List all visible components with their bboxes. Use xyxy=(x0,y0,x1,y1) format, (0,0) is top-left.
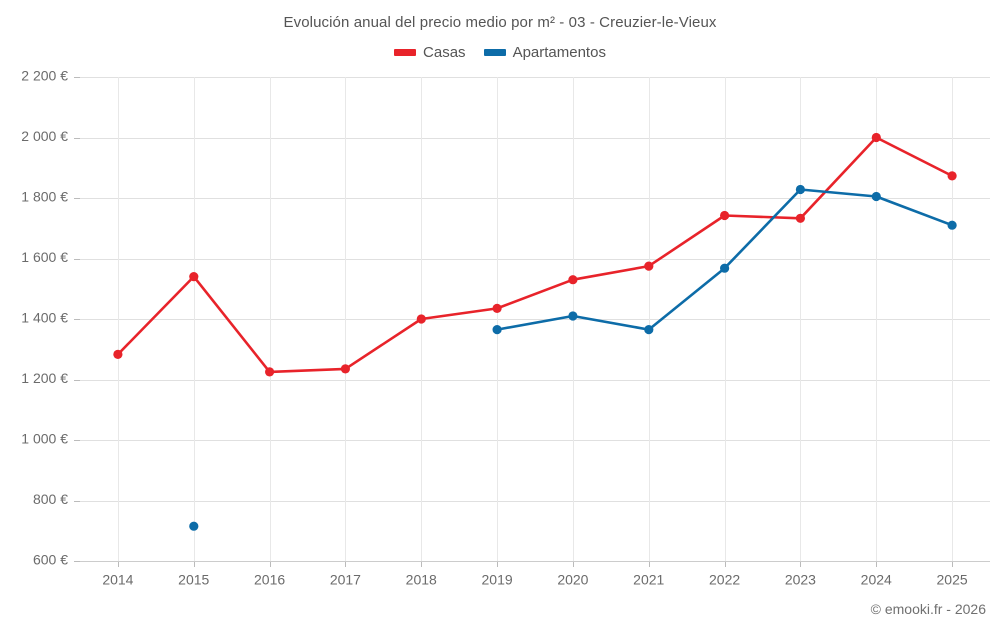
y-tick-label: 1 400 € xyxy=(21,310,68,326)
data-point[interactable] xyxy=(871,132,881,143)
y-tick-label: 1 600 € xyxy=(21,249,68,265)
data-point[interactable] xyxy=(265,367,275,377)
y-tick-label: 1 000 € xyxy=(21,431,68,447)
data-point[interactable] xyxy=(568,311,578,321)
data-point[interactable] xyxy=(189,521,199,531)
data-point[interactable] xyxy=(795,184,806,195)
series-apartamentos xyxy=(189,184,957,531)
series-line xyxy=(116,136,954,374)
x-tick-label: 2014 xyxy=(102,571,133,587)
data-point[interactable] xyxy=(492,325,502,335)
x-tick-label: 2016 xyxy=(254,571,285,587)
x-tick-label: 2015 xyxy=(178,571,209,587)
y-tick-label: 600 € xyxy=(33,552,68,568)
legend-swatch-icon xyxy=(394,49,417,56)
legend-label-casas: Casas xyxy=(423,44,466,61)
x-tick-label: 2021 xyxy=(633,571,664,587)
data-point[interactable] xyxy=(720,263,730,273)
chart-legend: Casas Apartamentos xyxy=(0,44,1000,61)
y-tick-label: 2 200 € xyxy=(21,68,68,84)
data-point[interactable] xyxy=(947,171,957,181)
y-tick-label: 2 000 € xyxy=(21,128,68,144)
data-point[interactable] xyxy=(795,213,806,223)
axis-lines xyxy=(74,77,990,567)
x-tick-label: 2017 xyxy=(330,571,361,587)
x-axis-tick-labels: 2014 2015 2016 2017 2018 2019 2020 2021 2022 2023… xyxy=(102,571,968,587)
x-tick-label: 2025 xyxy=(937,571,968,587)
data-point[interactable] xyxy=(947,220,957,230)
x-tick-label: 2020 xyxy=(557,571,588,587)
x-tick-label: 2023 xyxy=(785,571,816,587)
data-point[interactable] xyxy=(416,314,426,324)
data-series xyxy=(113,132,957,531)
x-tick-label: 2019 xyxy=(482,571,513,587)
y-tick-label: 1 800 € xyxy=(21,189,68,205)
y-tick-label: 1 200 € xyxy=(21,370,68,386)
data-point[interactable] xyxy=(644,261,654,271)
legend-label-apartamentos: Apartamentos xyxy=(512,44,606,61)
data-point[interactable] xyxy=(871,191,881,202)
legend-swatch-icon xyxy=(483,49,506,56)
data-point[interactable] xyxy=(113,349,123,359)
series-casas xyxy=(113,132,957,377)
gridlines xyxy=(80,77,990,562)
legend-item-apartamentos[interactable]: Apartamentos xyxy=(483,44,606,61)
footer-credit: © emooki.fr - 2026 xyxy=(870,601,986,617)
page-title: Evolución anual del precio medio por m² … xyxy=(283,14,717,31)
data-point[interactable] xyxy=(568,275,578,285)
data-point[interactable] xyxy=(720,210,730,221)
data-point[interactable] xyxy=(492,303,502,313)
legend-item-casas[interactable]: Casas xyxy=(394,44,466,61)
y-axis-tick-labels: 600 € 800 € 1 000 € 1 200 € 1 400 € 1 600 € 1 … xyxy=(21,68,68,568)
y-tick-label: 800 € xyxy=(33,491,68,507)
x-tick-label: 2022 xyxy=(709,571,740,587)
data-point[interactable] xyxy=(189,272,199,282)
x-tick-label: 2024 xyxy=(861,571,892,587)
data-point[interactable] xyxy=(340,364,350,374)
x-tick-label: 2018 xyxy=(406,571,437,587)
data-point[interactable] xyxy=(644,325,654,335)
